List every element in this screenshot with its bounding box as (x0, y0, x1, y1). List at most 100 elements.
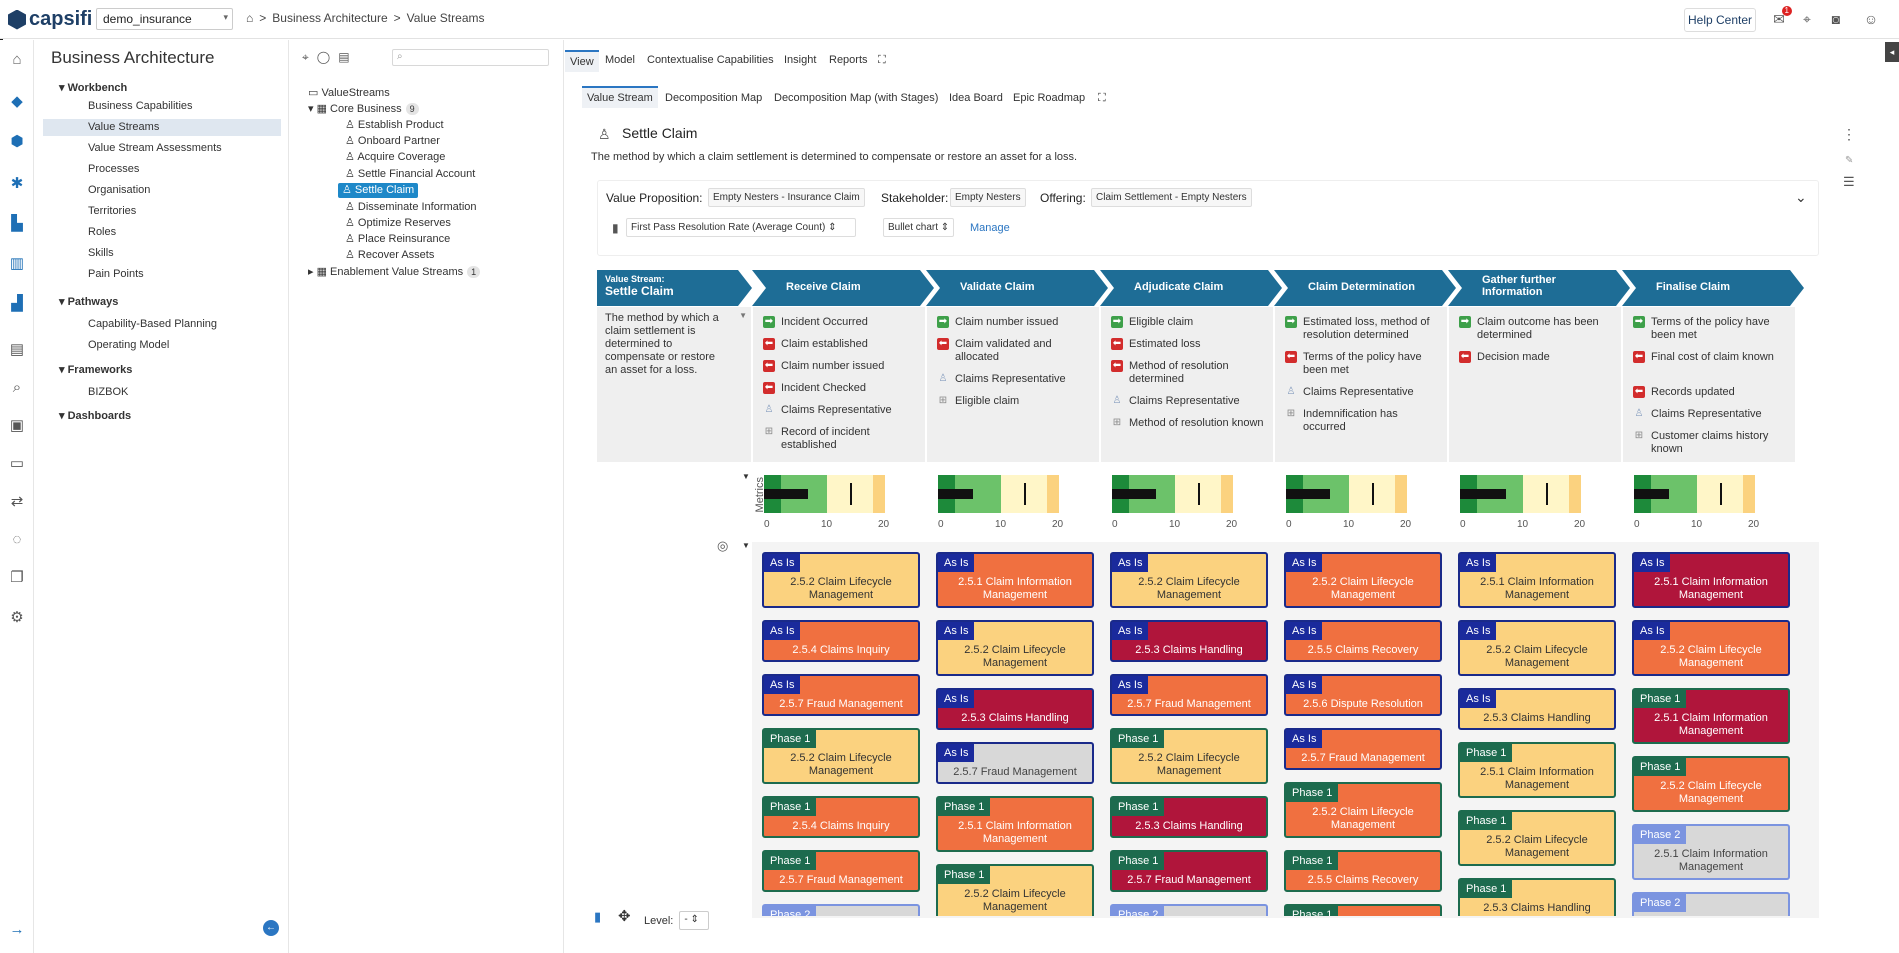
capability-card[interactable]: As Is 2.5.3 Claims Handling (1110, 620, 1268, 662)
capability-card[interactable]: Phase 2 2.5.1 Claim Information Managemen… (1632, 824, 1790, 880)
bullet-chart[interactable]: 0 10 20 (938, 475, 1063, 530)
capability-card[interactable]: As Is 2.5.1 Claim Information Management (1458, 552, 1616, 608)
tree-node[interactable]: ♙ Optimize Reserves (345, 217, 451, 229)
capability-card[interactable]: As Is 2.5.6 Dispute Resolution (1284, 674, 1442, 716)
location-icon[interactable]: ⌖ (1803, 11, 1811, 27)
subtab-idea-board[interactable]: Idea Board (949, 92, 1003, 104)
module-icon-5[interactable]: ▥ (9, 255, 25, 272)
subtab-value-stream[interactable]: Value Stream (582, 86, 658, 108)
capability-card[interactable]: As Is 2.5.7 Fraud Management (762, 674, 920, 716)
tree-enablement[interactable]: ▸ ▦ Enablement Value Streams 1 (308, 265, 481, 280)
capability-card[interactable]: As Is 2.5.5 Claims Recovery (1284, 620, 1442, 662)
module-icon-3[interactable]: ✱ (10, 175, 24, 192)
camera-icon[interactable]: ◙ (1831, 11, 1841, 27)
capability-card[interactable]: Phase 1 2.5.2 Claim Lifecycle Management (1632, 756, 1790, 812)
capability-card[interactable]: As Is 2.5.1 Claim Information Management (1632, 552, 1790, 608)
tab-reports[interactable]: Reports (829, 54, 868, 66)
tree-node[interactable]: ♙ Acquire Coverage (345, 151, 446, 163)
capability-card[interactable]: As Is 2.5.2 Claim Lifecycle Management (936, 620, 1094, 676)
nav-item-territories[interactable]: Territories (88, 205, 137, 217)
tab-view[interactable]: View (565, 50, 599, 72)
capability-card[interactable]: As Is 2.5.2 Claim Lifecycle Management (1632, 620, 1790, 676)
capability-card[interactable]: Phase 1 2.5.3 Claims Handling (1110, 796, 1268, 838)
capability-card[interactable]: Phase 1 2.5.2 Claim Lifecycle Management (762, 728, 920, 784)
capability-card[interactable]: As Is 2.5.3 Claims Handling (936, 688, 1094, 730)
capability-card[interactable]: Phase 1 2.5.2 Claim Lifecycle Management (936, 864, 1094, 916)
capability-card[interactable]: Phase 1 2.5.1 Claim Information Managemen… (936, 796, 1094, 852)
capability-card[interactable]: Phase 1 2.5.2 Claim Lifecycle Management (1110, 728, 1268, 784)
tree-node[interactable]: ♙ Settle Financial Account (345, 168, 476, 180)
workspace-select[interactable]: demo_insurance (96, 8, 233, 30)
nav-section-pathways[interactable]: ▾ Pathways (59, 296, 119, 308)
module-icon-4[interactable]: ▙ (11, 215, 23, 232)
more-menu-icon[interactable]: ⋮ (1842, 126, 1856, 142)
capability-card[interactable]: As Is 2.5.2 Claim Lifecycle Management (1110, 552, 1268, 608)
nav-section-workbench[interactable]: ▾ Workbench (59, 82, 128, 94)
nav-item-bizbok[interactable]: BIZBOK (88, 386, 129, 398)
value-proposition-select[interactable]: Empty Nesters - Insurance Claim (708, 188, 865, 207)
capability-card[interactable]: Phase 1 2.5.4 Claims Inquiry (762, 796, 920, 838)
tree-core-business[interactable]: ▾ ▦ Core Business 9 (308, 102, 419, 117)
tab-insight[interactable]: Insight (784, 54, 817, 66)
capability-card[interactable]: As Is 2.5.2 Claim Lifecycle Management (1284, 552, 1442, 608)
metric-select[interactable]: First Pass Resolution Rate (Average Coun… (626, 218, 856, 237)
nav-item-capability-based-planning[interactable]: Capability-Based Planning (88, 318, 218, 330)
subtab-fullscreen-icon[interactable]: ⛶ (1098, 92, 1106, 104)
module-icon-6[interactable]: ▟ (11, 295, 23, 312)
subtab-epic-roadmap[interactable]: Epic Roadmap (1013, 92, 1086, 104)
capability-card[interactable]: Phase 2 (1110, 904, 1268, 916)
capability-card[interactable]: Phase 2 (762, 904, 920, 916)
tree-node[interactable]: ♙ Place Reinsurance (345, 233, 451, 245)
module-icon-1[interactable]: ◆ (11, 93, 23, 110)
stage-header[interactable]: Validate Claim (926, 270, 1108, 306)
metrics-caret-icon[interactable]: ▼ (742, 472, 750, 481)
capability-card[interactable]: Phase 1 2.5.3 Claims Handling (1458, 878, 1616, 916)
stage-header[interactable]: Claim Determination (1274, 270, 1456, 306)
tree-root[interactable]: ▭ ValueStreams (308, 87, 390, 99)
capability-card[interactable]: As Is 2.5.2 Claim Lifecycle Management (762, 552, 920, 608)
capability-card[interactable]: As Is 2.5.1 Claim Information Management (936, 552, 1094, 608)
target-icon[interactable]: ◌ (12, 531, 22, 548)
bullet-chart[interactable]: 0 10 20 (1286, 475, 1411, 530)
nav-item-roles[interactable]: Roles (88, 226, 117, 238)
target-filter-icon[interactable]: ◎ (717, 538, 729, 553)
subtab-decomposition-map-stages[interactable]: Decomposition Map (with Stages) (774, 92, 939, 104)
capability-card[interactable]: Phase 1 2.5.1 Claim Information Managemen… (1458, 742, 1616, 798)
tree-node[interactable]: ♙ Onboard Partner (345, 135, 440, 147)
tab-model[interactable]: Model (605, 54, 635, 66)
tree-node[interactable]: ♙ Establish Product (345, 119, 444, 131)
capability-card[interactable]: As Is 2.5.4 Claims Inquiry (762, 620, 920, 662)
capability-card[interactable]: Phase 1 2.5.7 Fraud Management (1110, 850, 1268, 892)
level-select[interactable]: - ⇕ (679, 911, 710, 930)
bullet-chart[interactable]: 0 10 20 (1634, 475, 1759, 530)
desc-caret-icon[interactable]: ▼ (739, 311, 747, 320)
nav-item-value-streams[interactable]: Value Streams (43, 119, 281, 136)
expand-rail-icon[interactable]: → (9, 921, 25, 938)
screen-icon[interactable]: ▭ (9, 455, 25, 472)
nav-item-organisation[interactable]: Organisation (88, 184, 151, 196)
tree-node-selected[interactable]: ♙ Settle Claim (338, 183, 419, 198)
bullet-chart[interactable]: 0 10 20 (764, 475, 889, 530)
capability-card[interactable]: Phase 1 2.5.7 Fraud Management (762, 850, 920, 892)
capability-card[interactable]: Phase 2 2.5.2 Claim Lifecycle (1632, 892, 1790, 916)
home-rail-icon[interactable]: ⌂ (12, 51, 22, 68)
offering-select[interactable]: Claim Settlement - Empty Nesters (1091, 188, 1252, 207)
capability-card[interactable]: Phase 1 2.5.2 Claim Lifecycle Management (1284, 782, 1442, 838)
app-logo[interactable]: capsifi (8, 8, 92, 31)
help-center-button[interactable]: Help Center (1684, 8, 1756, 32)
search-doc-icon[interactable]: ⌕ (12, 379, 22, 396)
collapse-nav-icon[interactable]: ← (263, 920, 279, 936)
nav-item-skills[interactable]: Skills (88, 247, 114, 259)
nav-item-operating-model[interactable]: Operating Model (88, 339, 170, 351)
capability-card[interactable]: As Is 2.5.7 Fraud Management (1110, 674, 1268, 716)
capability-card[interactable]: As Is 2.5.3 Claims Handling (1458, 688, 1616, 730)
capability-card[interactable]: Phase 1 2.5.5 Claims Recovery (1284, 850, 1442, 892)
manage-link[interactable]: Manage (970, 222, 1010, 234)
thermometer-icon[interactable]: ▮ (594, 909, 602, 924)
capability-card[interactable]: As Is 2.5.7 Fraud Management (936, 742, 1094, 784)
module-icon-2[interactable]: ⬢ (10, 133, 24, 150)
nav-item-business-capabilities[interactable]: Business Capabilities (88, 100, 193, 112)
bullet-chart[interactable]: 0 10 20 (1460, 475, 1585, 530)
nav-item-processes[interactable]: Processes (88, 163, 140, 175)
stakeholder-select[interactable]: Empty Nesters (950, 188, 1026, 207)
